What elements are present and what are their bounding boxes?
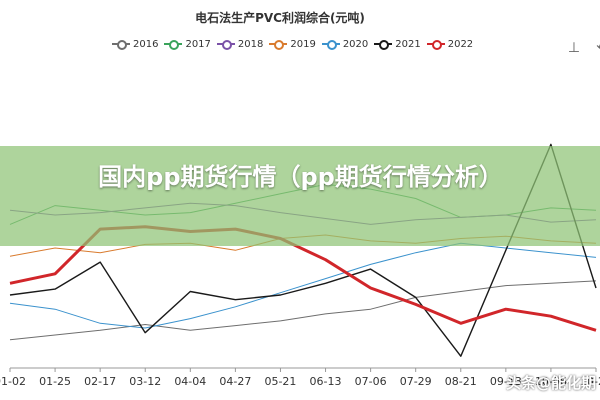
series-line-2016	[9, 280, 597, 341]
legend-label: 2017	[185, 38, 211, 50]
x-tick-label: 01-25	[39, 375, 72, 388]
legend-item-2019[interactable]: 2019	[269, 38, 316, 50]
legend-item-2016[interactable]: 2016	[112, 39, 158, 50]
legend-swatch	[374, 39, 393, 50]
x-tick-label: 07-29	[399, 375, 432, 388]
legend: 2016 2017 2018 2019 2020 2021 2022	[112, 36, 473, 52]
legend-swatch	[164, 39, 183, 50]
x-tick-label: 04-04	[174, 375, 207, 388]
legend-swatch	[426, 39, 445, 50]
x-tick-label: 03-12	[129, 375, 162, 388]
legend-swatch	[112, 39, 130, 50]
x-tick-label: 01-02	[0, 375, 26, 388]
zoom-reset-icon[interactable]: ⊥	[567, 40, 581, 56]
x-tick-label: 05-21	[264, 375, 297, 388]
title-banner	[0, 146, 600, 246]
legend-label: 2018	[237, 38, 264, 50]
x-tick-label: 04-27	[219, 375, 252, 388]
legend-swatch	[216, 39, 235, 50]
legend-item-2017[interactable]: 2017	[164, 38, 211, 50]
x-tick-label: 09-13	[489, 375, 522, 388]
legend-label: 2020	[342, 38, 369, 50]
x-tick-label: 08-21	[444, 375, 477, 388]
legend-swatch	[269, 39, 288, 50]
chart-title: 电石法生产PVC利润综合(元吨)	[195, 11, 365, 25]
x-tick-label: 10-06	[534, 375, 567, 388]
legend-item-2018[interactable]: 2018	[216, 38, 264, 50]
legend-item-2021[interactable]: 2021	[374, 38, 421, 50]
restore-icon[interactable]: ⟲	[594, 40, 600, 56]
x-tick-label: 07-06	[354, 375, 387, 388]
watermark: 头条@能化期	[505, 374, 596, 392]
series-line-2020	[9, 242, 597, 329]
x-tick-label: 10-29	[580, 375, 600, 388]
x-tick-label: 02-17	[84, 375, 117, 388]
legend-label: 2016	[133, 38, 159, 50]
legend-label: 2022	[447, 38, 474, 50]
overlay-title: 国内pp期货行情（pp期货行情分析）	[98, 163, 503, 191]
x-tick-label: 06-13	[309, 375, 342, 388]
legend-item-2022[interactable]: 2022	[426, 38, 474, 50]
legend-item-2020[interactable]: 2020	[321, 38, 369, 50]
legend-label: 2019	[290, 38, 316, 50]
legend-label: 2021	[395, 38, 421, 50]
legend-swatch	[321, 39, 340, 50]
series-line-2021	[9, 143, 597, 357]
